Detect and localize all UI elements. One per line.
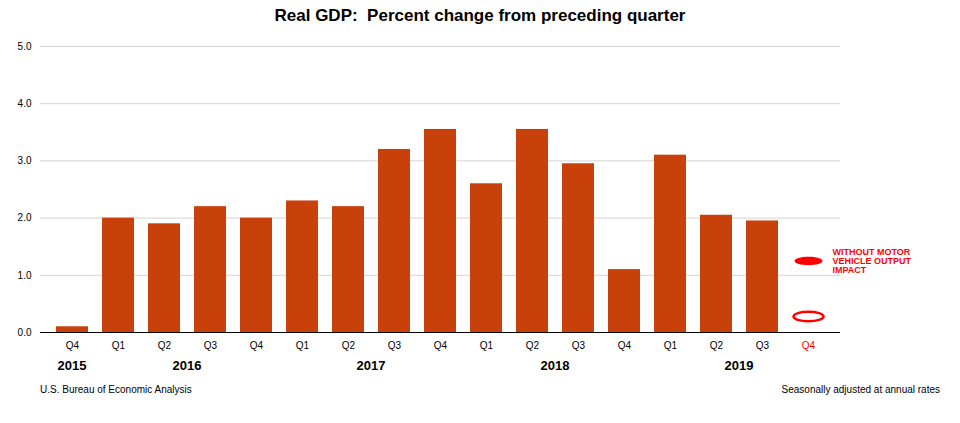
svg-text:Q1: Q1: [664, 340, 678, 351]
svg-text:Q3: Q3: [756, 340, 770, 351]
svg-text:WITHOUT MOTORVEHICLE OUTPUTIMP: WITHOUT MOTORVEHICLE OUTPUTIMPACT: [833, 247, 912, 275]
svg-text:Q2: Q2: [158, 340, 172, 351]
svg-text:Q1: Q1: [296, 340, 310, 351]
svg-text:1.0: 1.0: [18, 270, 32, 281]
svg-text:3.0: 3.0: [18, 155, 32, 166]
svg-text:Q4: Q4: [618, 340, 632, 351]
svg-text:2.0: 2.0: [18, 212, 32, 223]
html-text:U.S. Bureau of Economic Analys: U.S. Bureau of Economic Analysis: [40, 384, 192, 395]
svg-text:Q1: Q1: [480, 340, 494, 351]
svg-text:Q3: Q3: [388, 340, 402, 351]
svg-text:5.0: 5.0: [18, 41, 32, 52]
svg-text:0.0: 0.0: [18, 327, 32, 338]
svg-text:Q3: Q3: [204, 340, 218, 351]
svg-text:Q4: Q4: [250, 340, 264, 351]
svg-text:Q3: Q3: [572, 340, 586, 351]
svg-text:Q4: Q4: [434, 340, 448, 351]
svg-text:2017: 2017: [357, 358, 386, 373]
svg-text:Q2: Q2: [526, 340, 540, 351]
svg-text:Q1: Q1: [112, 340, 126, 351]
html-text:Real GDP: Percent change from: Real GDP: Percent change from preceding …: [274, 6, 686, 25]
svg-text:Q2: Q2: [710, 340, 724, 351]
svg-text:2016: 2016: [173, 358, 202, 373]
svg-text:2019: 2019: [725, 358, 754, 373]
svg-text:Q4: Q4: [802, 340, 816, 351]
svg-text:4.0: 4.0: [18, 98, 32, 109]
html-text:Seasonally adjusted at annual: Seasonally adjusted at annual rates: [781, 384, 940, 395]
svg-text:2018: 2018: [541, 358, 570, 373]
svg-text:Q4: Q4: [66, 340, 80, 351]
svg-text:Q2: Q2: [342, 340, 356, 351]
svg-text:2015: 2015: [58, 358, 87, 373]
